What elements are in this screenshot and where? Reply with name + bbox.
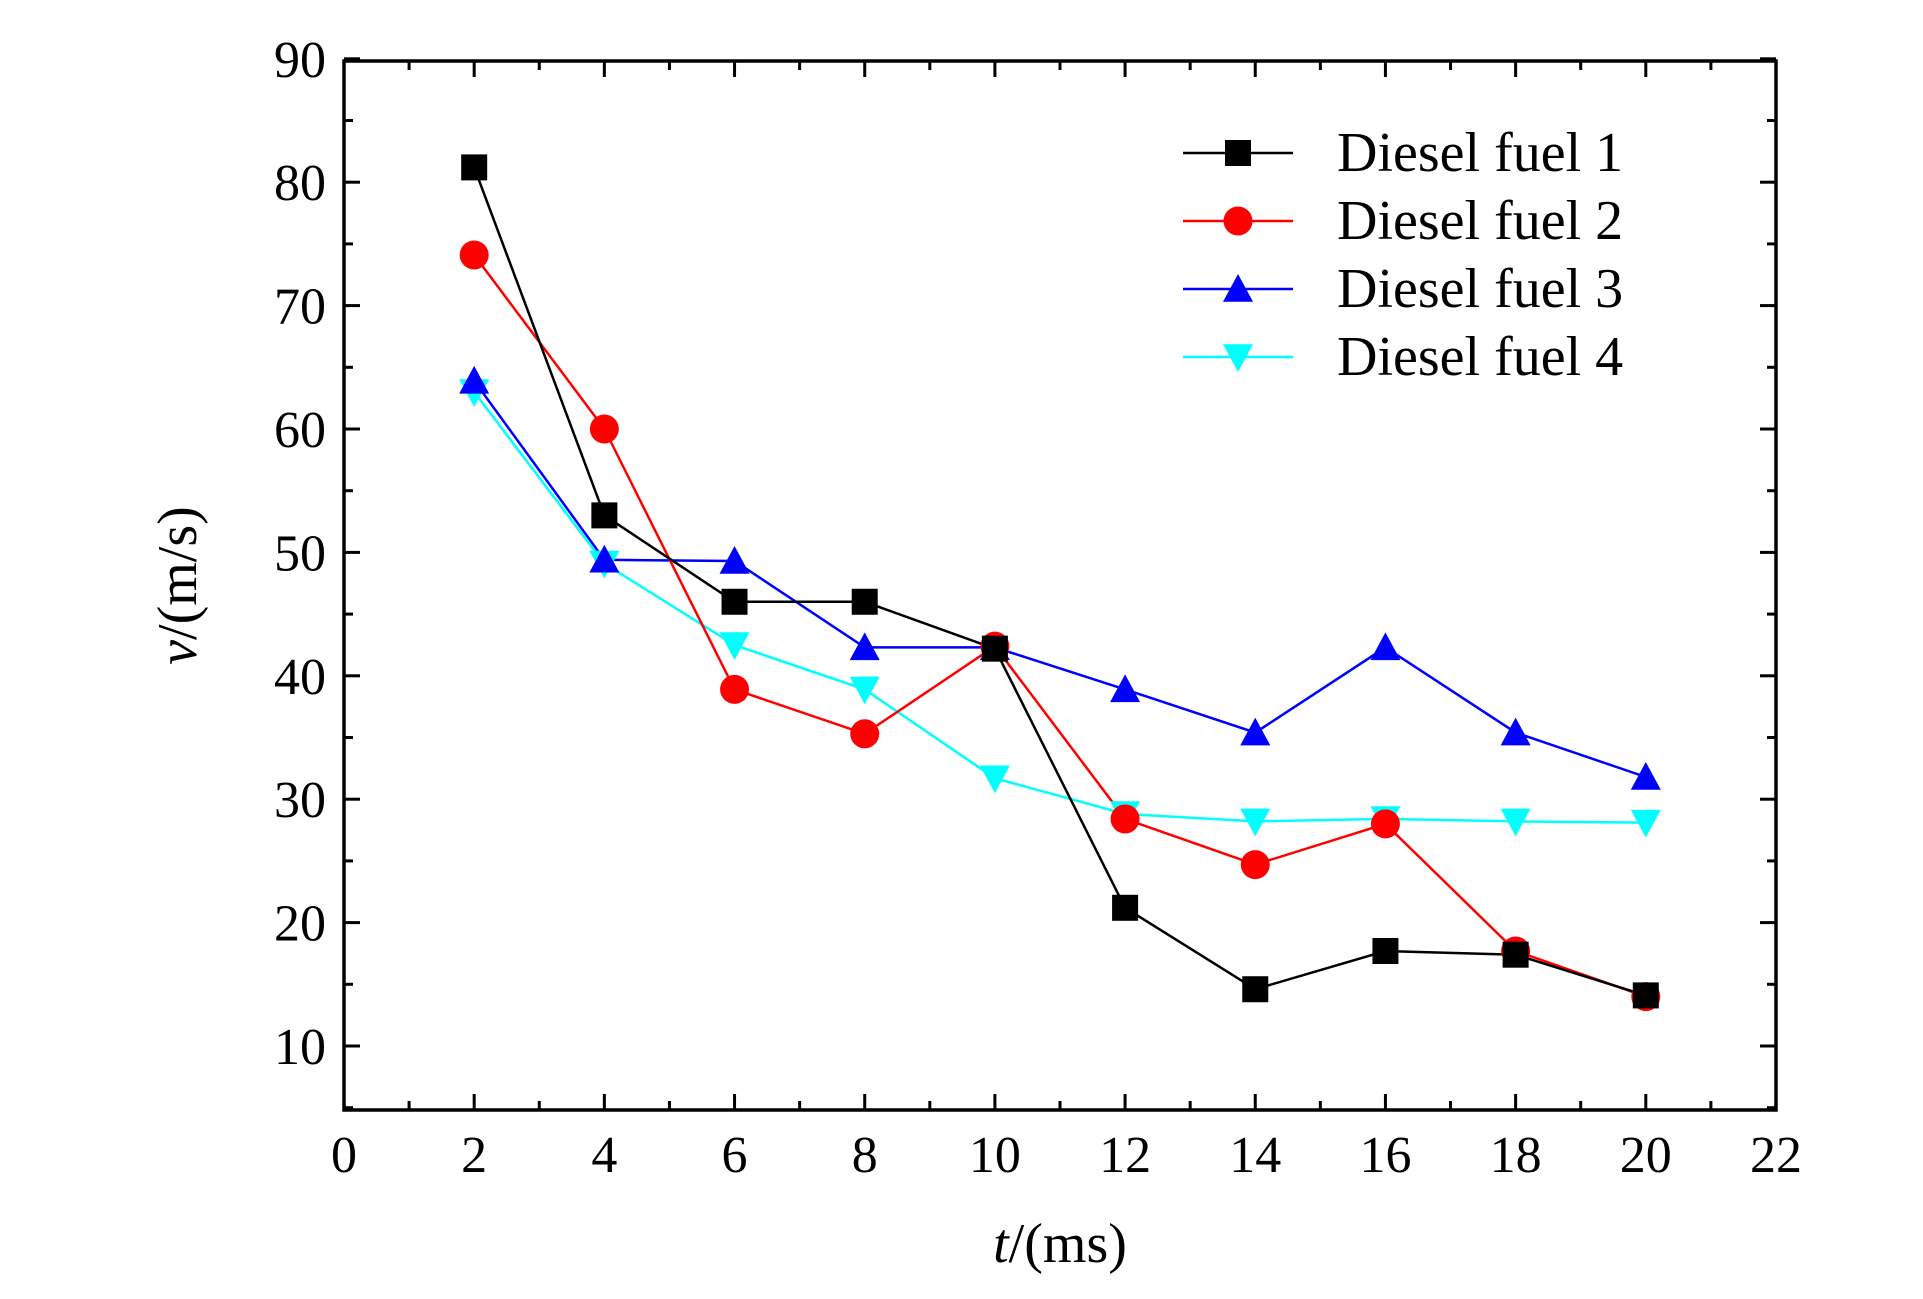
legend-marker [1223, 344, 1253, 372]
y-tick-label: 70 [274, 279, 326, 336]
y-tick-label: 50 [274, 525, 326, 582]
series-3-point [719, 546, 750, 574]
y-axis-title: v/(m/s) [147, 506, 209, 665]
legend-label: Diesel fuel 1 [1337, 122, 1623, 184]
series-3-point [1110, 674, 1141, 703]
ticks-layer [342, 57, 1778, 1110]
x-tick-label: 22 [1750, 1127, 1802, 1184]
y-axis-var: v [147, 640, 209, 665]
x-tick-label: 8 [852, 1127, 878, 1184]
x-tick-label: 10 [969, 1127, 1021, 1184]
y-axis-unit: /(m/s) [147, 506, 209, 640]
series-3-point [1370, 632, 1401, 661]
series-3-point [589, 544, 620, 573]
series-4-point [1500, 808, 1531, 837]
series-2-point [459, 240, 489, 270]
y-tick-label: 20 [274, 896, 326, 953]
series-4-point [1240, 808, 1271, 837]
y-tick-label: 40 [274, 649, 326, 706]
labels-layer: 0 2 4 6 8 10 12 14 16 18 20 22 10 20 30 40 50 60 70 80 90 [274, 32, 1802, 1184]
x-tick-label: 6 [722, 1127, 748, 1184]
x-tick-label: 14 [1229, 1127, 1281, 1184]
series-2-point [589, 414, 619, 444]
y-tick-label: 10 [274, 1019, 326, 1076]
series-1-point [1242, 976, 1269, 1003]
series-1-point [851, 588, 878, 615]
legend-marker [1223, 274, 1253, 302]
series-1-point [1502, 941, 1529, 968]
series-2-point [850, 719, 880, 749]
y-tick-label: 30 [274, 772, 326, 829]
x-tick-label: 0 [331, 1127, 357, 1184]
x-tick-label: 18 [1490, 1127, 1542, 1184]
series-3-point [459, 365, 490, 394]
legend-marker [1223, 206, 1253, 236]
series-line-1 [473, 166, 1647, 997]
series-1-point [461, 154, 488, 181]
series-4-point [849, 676, 880, 705]
series-1-point [1632, 982, 1659, 1009]
series-1-point [1112, 894, 1139, 921]
x-axis-unit: /(ms) [1009, 1213, 1127, 1275]
x-axis-var: t [993, 1213, 1010, 1275]
x-tick-label: 20 [1620, 1127, 1672, 1184]
y-tick-label: 80 [274, 155, 326, 212]
legend-label: Diesel fuel 3 [1337, 258, 1623, 320]
series-1-point [1372, 937, 1399, 964]
x-tick-label: 2 [461, 1127, 487, 1184]
y-tick-label: 90 [274, 32, 326, 89]
series-1-point [981, 635, 1008, 662]
series-line-4 [473, 391, 1646, 824]
series-4-point [979, 765, 1010, 794]
series-1-point [721, 588, 748, 615]
series-2-point [1370, 809, 1400, 839]
legend-label: Diesel fuel 4 [1337, 326, 1623, 388]
x-tick-label: 16 [1359, 1127, 1411, 1184]
legend-label: Diesel fuel 2 [1337, 190, 1623, 252]
series-2-point [720, 674, 750, 704]
y-tick-label: 60 [274, 402, 326, 459]
series-3-point [1630, 761, 1661, 790]
series-4-point [719, 632, 750, 660]
series-2-point [1240, 850, 1270, 880]
series-3-point [849, 632, 880, 661]
series-3-point [1500, 717, 1531, 746]
series-4-point [1630, 809, 1661, 838]
legend-marker [1225, 140, 1251, 166]
series-layer [459, 154, 1661, 1012]
x-tick-label: 4 [591, 1127, 617, 1184]
x-axis-title: t/(ms) [993, 1213, 1127, 1275]
series-1-point [591, 502, 618, 529]
series-2-point [1110, 804, 1140, 834]
series-3-point [1240, 717, 1271, 746]
x-tick-label: 12 [1099, 1127, 1151, 1184]
